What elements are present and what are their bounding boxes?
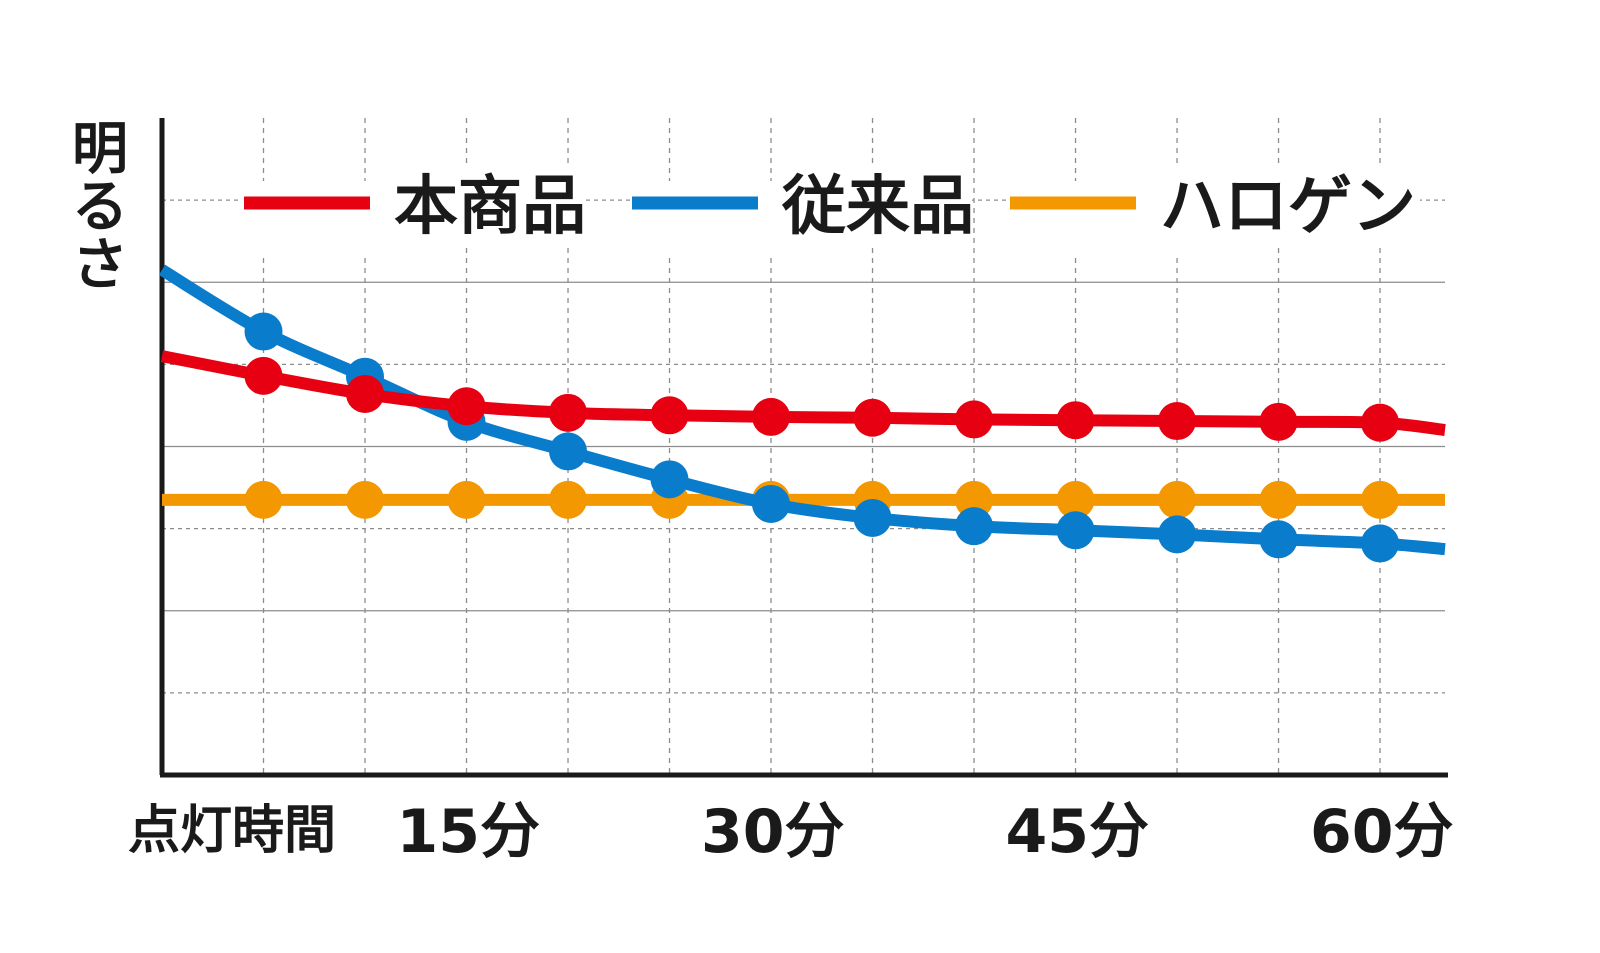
data-point xyxy=(955,480,994,519)
legend-label: 本商品 xyxy=(394,170,586,244)
data-point xyxy=(650,396,689,435)
x-tick-labels: 15分 30分 45分 60分 xyxy=(397,797,1454,867)
data-point xyxy=(853,398,892,437)
data-point xyxy=(1056,401,1095,440)
data-point xyxy=(244,312,283,351)
data-point xyxy=(1158,515,1197,554)
legend-label: ハロゲン xyxy=(1160,170,1416,244)
data-point xyxy=(244,480,283,519)
data-point xyxy=(650,460,689,499)
legend-label: 従来品 xyxy=(781,170,974,244)
data-point xyxy=(1056,480,1095,519)
data-point xyxy=(549,393,588,432)
data-point xyxy=(1259,402,1298,441)
legend: 本商品 従来品 ハロゲン xyxy=(242,168,1420,253)
data-point xyxy=(244,356,283,395)
data-point xyxy=(1361,403,1400,442)
data-point xyxy=(955,507,994,546)
data-point xyxy=(955,400,994,439)
series-1 xyxy=(160,350,1446,442)
data-point xyxy=(1056,511,1095,550)
legend-backdrop xyxy=(1150,168,1420,246)
legend-backdrop xyxy=(384,168,584,246)
data-point xyxy=(1158,480,1197,519)
x-tick-label: 45分 xyxy=(1006,797,1150,867)
series-layer xyxy=(158,264,1446,563)
data-point xyxy=(447,480,486,519)
data-point xyxy=(346,374,385,413)
data-point xyxy=(447,387,486,426)
y-axis-label: 明るさ xyxy=(72,117,128,298)
x-tick-label: 15分 xyxy=(397,797,541,867)
x-axis-label: 点灯時間 xyxy=(128,801,336,861)
data-point xyxy=(1361,480,1400,519)
data-point xyxy=(549,480,588,519)
x-tick-label: 30分 xyxy=(701,797,845,867)
x-tick-label: 60分 xyxy=(1310,797,1454,867)
data-point xyxy=(1259,480,1298,519)
data-point xyxy=(1259,520,1298,559)
axes xyxy=(159,118,1448,778)
y-axis-label-char: 明 xyxy=(72,117,128,182)
data-point xyxy=(752,397,791,436)
data-point xyxy=(1361,524,1400,563)
data-point xyxy=(853,498,892,537)
legend-backdrop xyxy=(772,168,972,246)
y-axis-label-char: る xyxy=(72,175,128,240)
data-point xyxy=(752,484,791,523)
data-point xyxy=(1158,402,1197,441)
data-point xyxy=(346,480,385,519)
y-axis-label-char: さ xyxy=(72,233,128,298)
data-point xyxy=(549,432,588,471)
